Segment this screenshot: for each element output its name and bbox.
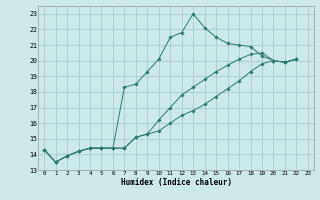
X-axis label: Humidex (Indice chaleur): Humidex (Indice chaleur) [121, 178, 231, 187]
